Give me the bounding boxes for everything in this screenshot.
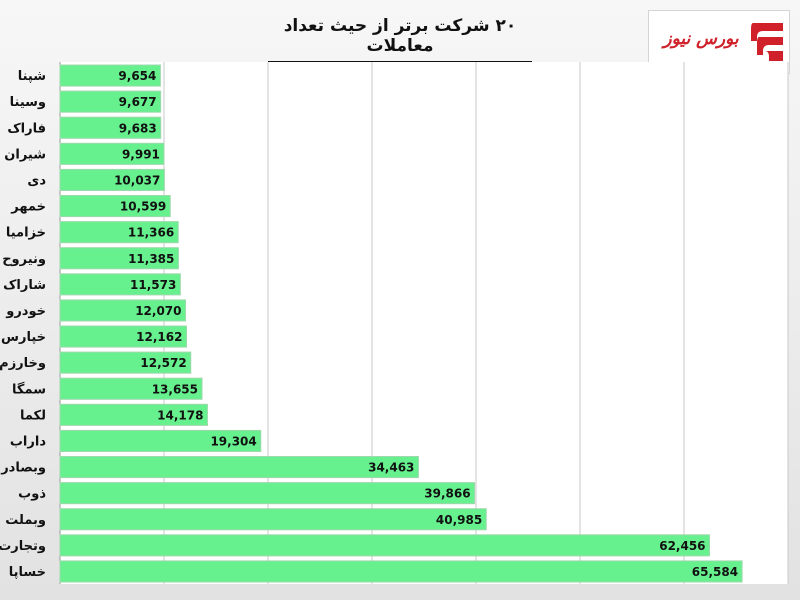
category-label: ونیروح [2,252,46,267]
logo-text: بورس نیوز [663,29,739,49]
value-label: 12,572 [140,356,186,370]
bar [59,195,171,218]
bar [59,299,187,322]
category-label: وبملت [5,513,46,528]
bar [59,142,165,165]
value-label: 65,584 [692,565,738,579]
bar [59,221,179,244]
value-label: 9,654 [118,69,156,83]
value-label: 12,162 [136,330,182,344]
bar [59,508,487,531]
bars [59,64,743,583]
value-labels: 9,654 9,677 9,683 9,991 10,037 10,599 11,366 11… [114,69,738,579]
value-label: 19,304 [210,434,256,448]
category-label: وسینا [10,95,46,110]
category-label: شیران [4,147,46,162]
value-label: 11,385 [128,252,174,266]
value-label: 11,366 [128,226,174,240]
bar [59,482,476,505]
category-label: دی [27,173,46,188]
category-label: شاراک [3,278,46,293]
bar [59,168,165,191]
bar [59,247,179,270]
bar [59,116,162,139]
value-label: 10,037 [114,173,160,187]
bar [59,273,181,296]
value-label: 10,599 [120,200,166,214]
category-label: لکما [20,408,46,423]
category-label: خپارس [1,330,46,345]
category-label: سمگا [12,381,46,397]
category-label: خزامیا [6,226,46,241]
category-label: شپنا [18,69,46,84]
value-label: 39,866 [424,487,470,501]
value-label: 14,178 [157,408,203,422]
category-label: داراب [10,434,46,449]
category-label: خودرو [5,304,46,319]
value-label: 62,456 [659,539,705,553]
bar [59,534,711,557]
value-label: 9,991 [122,147,160,161]
value-label: 9,677 [119,95,157,109]
category-label: خمهر [10,200,46,215]
value-label: 34,463 [368,461,414,475]
logo-emblem-icon [751,23,783,61]
bar [59,90,162,113]
bar [59,560,743,583]
category-label: فاراک [7,121,46,136]
value-label: 40,985 [436,513,482,527]
bar [59,456,419,479]
bar [59,64,161,87]
value-label: 9,683 [119,121,157,135]
value-label: 12,070 [135,304,181,318]
bar [59,403,208,426]
value-label: 13,655 [152,382,198,396]
bar [59,429,262,452]
category-label: خساپا [9,565,46,580]
plot-background [60,62,788,584]
bar [59,351,192,374]
plot-area [60,62,788,584]
value-label: 11,573 [130,278,176,292]
category-labels: شپنا وسینا فاراک شیران دی خمهر خزامیا ونیروح شار… [0,69,46,580]
bar [59,325,187,348]
category-label: وخارزم [0,356,46,371]
bar [59,377,203,400]
category-label: وتجارت [0,539,46,554]
category-label: ذوب [18,487,46,502]
category-label: وبصادر [0,461,46,476]
